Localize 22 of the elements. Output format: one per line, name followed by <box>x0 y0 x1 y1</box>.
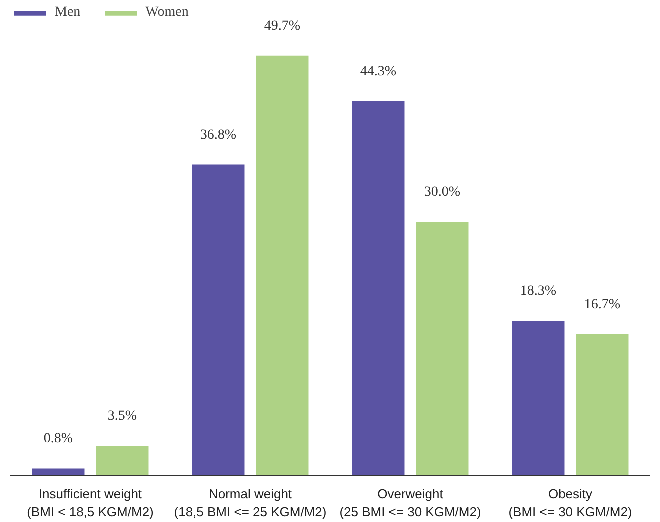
bar <box>96 446 149 476</box>
x-tick-label: Overweight (25 BMI <= 30 KGM/M2) <box>340 486 482 520</box>
bar <box>512 320 565 476</box>
data-label: 36.8% <box>200 128 237 143</box>
data-label: 44.3% <box>360 64 397 80</box>
data-label: 3.5% <box>108 408 138 424</box>
legend-label: Women <box>146 5 189 21</box>
x-tick-label: Normal weight (18,5 BMI <= 25 KGM/M2) <box>174 486 327 520</box>
data-label: 16.7% <box>584 297 621 312</box>
bar <box>192 164 245 476</box>
data-label: 18.3% <box>520 284 557 299</box>
data-label: 30.0% <box>424 185 461 200</box>
x-tick-label: Insufficient weight (BMI < 18,5 KGM/M2) <box>27 486 154 520</box>
bar <box>256 56 309 476</box>
data-label: 49.7% <box>264 18 301 34</box>
legend-label: Men <box>55 5 81 21</box>
x-tick-label: Obesity (BMI <= 30 KGM/M2) <box>508 486 632 520</box>
bar <box>576 334 629 476</box>
data-label: 0.8% <box>44 432 74 447</box>
bar <box>352 101 405 476</box>
bar <box>416 222 469 476</box>
bar <box>32 468 85 476</box>
